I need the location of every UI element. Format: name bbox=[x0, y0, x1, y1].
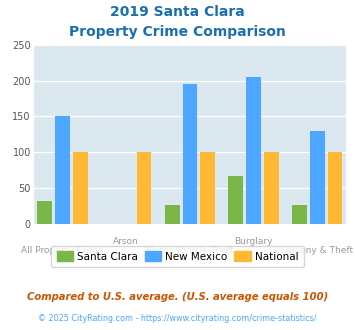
Bar bbox=[200, 152, 215, 224]
Text: Larceny & Theft: Larceny & Theft bbox=[281, 246, 353, 255]
Bar bbox=[182, 84, 197, 224]
Text: Compared to U.S. average. (U.S. average equals 100): Compared to U.S. average. (U.S. average … bbox=[27, 292, 328, 302]
Text: Motor Vehicle Theft: Motor Vehicle Theft bbox=[146, 246, 234, 255]
Bar bbox=[264, 152, 279, 224]
Text: Property Crime Comparison: Property Crime Comparison bbox=[69, 25, 286, 39]
Text: Burglary: Burglary bbox=[234, 237, 273, 247]
Bar bbox=[310, 131, 325, 224]
Bar bbox=[165, 205, 180, 224]
Bar bbox=[292, 205, 307, 224]
Legend: Santa Clara, New Mexico, National: Santa Clara, New Mexico, National bbox=[51, 246, 304, 267]
Bar bbox=[328, 152, 343, 224]
Text: 2019 Santa Clara: 2019 Santa Clara bbox=[110, 5, 245, 19]
Bar bbox=[55, 116, 70, 224]
Text: All Property Crime: All Property Crime bbox=[21, 246, 104, 255]
Bar bbox=[137, 152, 152, 224]
Bar bbox=[228, 176, 243, 224]
Bar bbox=[37, 201, 52, 224]
Text: © 2025 CityRating.com - https://www.cityrating.com/crime-statistics/: © 2025 CityRating.com - https://www.city… bbox=[38, 314, 317, 323]
Bar bbox=[246, 77, 261, 224]
Bar bbox=[73, 152, 88, 224]
Text: Arson: Arson bbox=[113, 237, 139, 247]
